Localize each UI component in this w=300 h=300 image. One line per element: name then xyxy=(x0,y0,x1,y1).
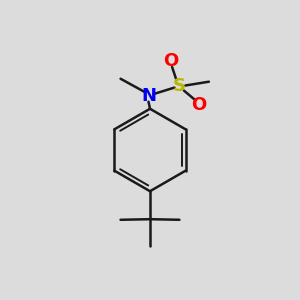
Text: O: O xyxy=(191,96,206,114)
Text: S: S xyxy=(173,77,186,95)
Text: O: O xyxy=(163,52,178,70)
Text: N: N xyxy=(141,87,156,105)
